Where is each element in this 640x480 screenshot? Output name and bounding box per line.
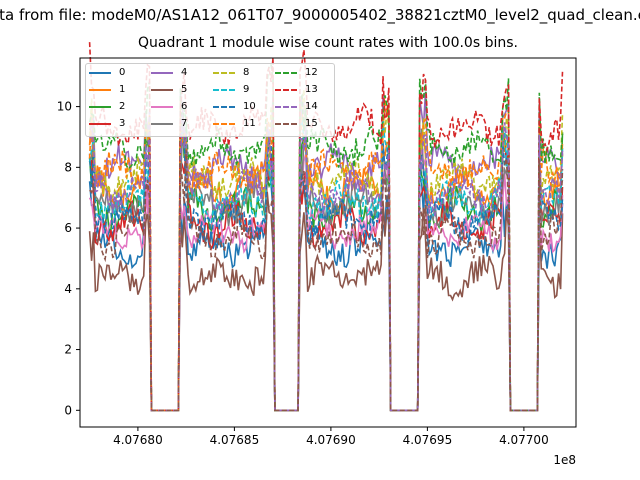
legend-swatch [89,72,111,74]
y-tick-label: 8 [64,160,72,174]
legend-swatch [275,123,297,125]
legend-swatch [151,123,173,125]
series-line-11 [88,95,564,412]
chart-legend: 0 1 2 3 4 5 6 7 8 9 10 11 12 13 14 15 [85,63,335,137]
legend-label: 5 [181,84,188,95]
legend-swatch [89,123,111,125]
legend-item-15: 15 [275,117,318,131]
legend-swatch [275,72,297,74]
legend-item-13: 13 [275,83,318,97]
legend-item-14: 14 [275,100,318,114]
x-offset-label: 1e8 [553,453,576,467]
y-tick-label: 2 [64,343,72,357]
x-tick-label: 4.07695 [403,433,453,447]
axis-layer: 4.07680 4.07685 4.07690 4.07695 4.07700 1e8 0 2… [57,57,577,467]
series-line-15 [89,149,564,412]
legend-item-12: 12 [275,66,318,80]
legend-item-8: 8 [213,66,249,80]
y-tick-label: 6 [64,221,72,235]
legend-label: 8 [243,67,250,78]
series-line-10 [88,125,564,412]
y-tick-label: 0 [64,403,72,417]
legend-item-5: 5 [151,83,187,97]
legend-swatch [213,123,235,125]
x-tick-label: 4.07685 [210,433,260,447]
legend-label: 10 [243,101,256,112]
legend-label: 14 [305,101,318,112]
plot-frame [79,57,577,428]
legend-item-1: 1 [89,83,125,97]
y-tick-label: 4 [64,282,72,296]
legend-label: 2 [119,101,126,112]
legend-label: 13 [305,84,318,95]
legend-label: 4 [181,67,188,78]
legend-swatch [89,106,111,108]
x-tick-label: 4.07700 [499,433,549,447]
legend-item-9: 9 [213,83,249,97]
legend-label: 1 [119,84,126,95]
legend-label: 7 [181,118,188,129]
legend-item-10: 10 [213,100,256,114]
y-tick-label: 10 [57,100,72,114]
legend-label: 12 [305,67,318,78]
legend-swatch [213,72,235,74]
legend-label: 15 [305,118,318,129]
legend-swatch [151,72,173,74]
legend-item-11: 11 [213,117,256,131]
x-tick-label: 4.07680 [113,433,163,447]
series-line-3 [89,139,564,412]
legend-swatch [275,89,297,91]
legend-item-4: 4 [151,66,187,80]
legend-swatch [151,106,173,108]
legend-swatch [151,89,173,91]
legend-swatch [89,89,111,91]
chart-title: Quadrant 1 module wise count rates with … [138,35,518,51]
series-layer [88,42,564,412]
legend-swatch [275,106,297,108]
figure-suptitle: Data from file: modeM0/AS1A12_061T07_900… [0,6,640,24]
x-tick-label: 4.07690 [306,433,356,447]
legend-item-7: 7 [151,117,187,131]
legend-label: 3 [119,118,126,129]
legend-item-3: 3 [89,117,125,131]
legend-label: 11 [243,118,256,129]
legend-label: 0 [119,67,126,78]
legend-label: 9 [243,84,250,95]
legend-item-2: 2 [89,100,125,114]
legend-item-6: 6 [151,100,187,114]
legend-label: 6 [181,101,188,112]
legend-swatch [213,89,235,91]
legend-item-0: 0 [89,66,125,80]
legend-swatch [213,106,235,108]
